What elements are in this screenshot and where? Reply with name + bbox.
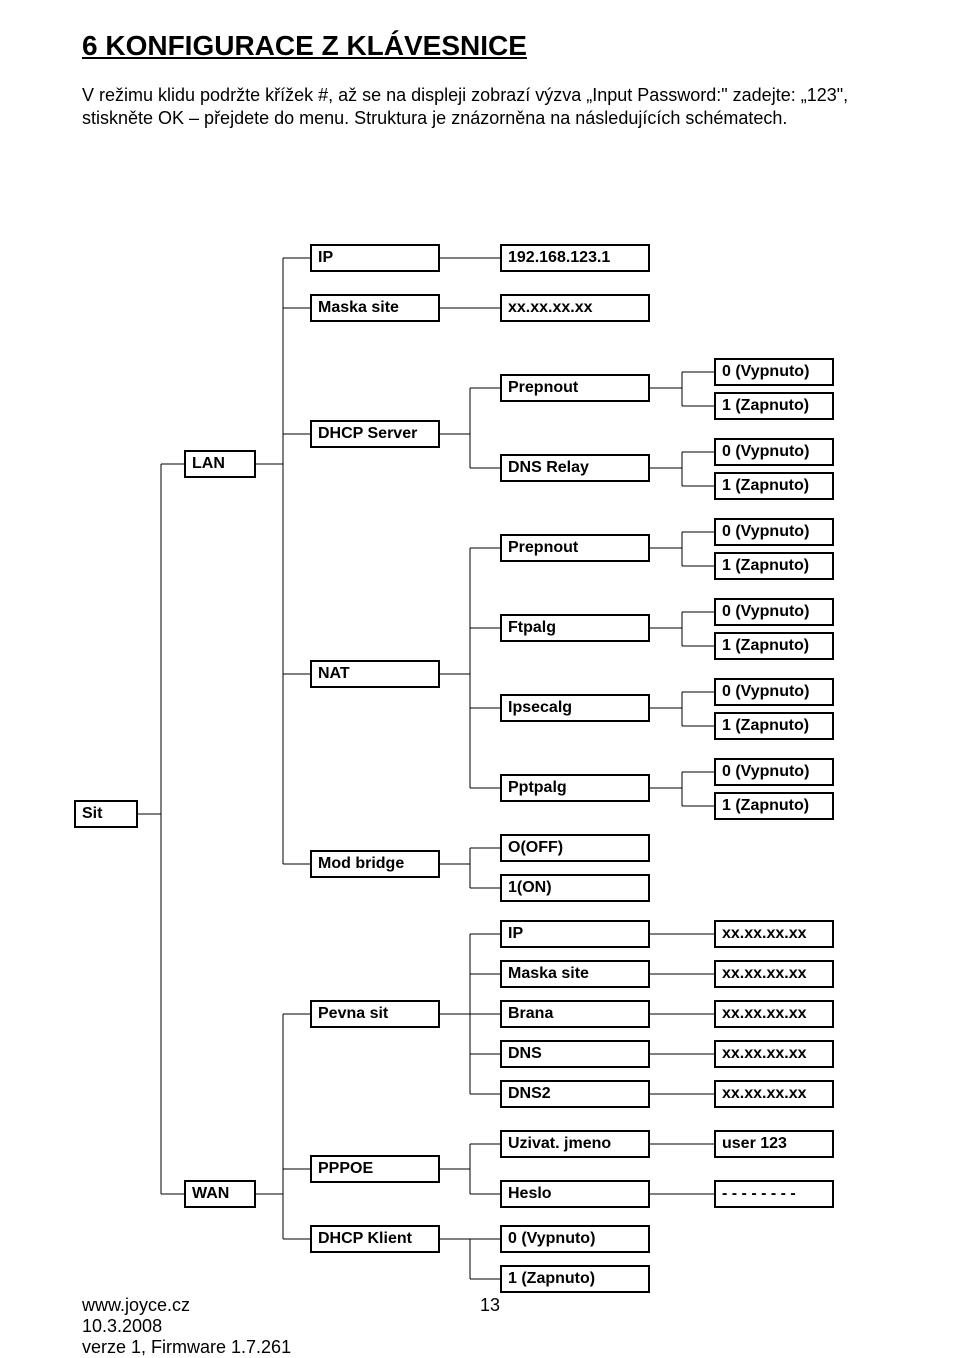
- node-dk_off: 0 (Vypnuto): [500, 1225, 650, 1253]
- node-wm_v: xx.xx.xx.xx: [714, 960, 834, 988]
- node-pp_on: 1 (Zapnuto): [714, 792, 834, 820]
- node-pp_off: 0 (Vypnuto): [714, 758, 834, 786]
- node-heslo: Heslo: [500, 1180, 650, 1208]
- node-ftpalg: Ftpalg: [500, 614, 650, 642]
- node-maska: Maska site: [310, 294, 440, 322]
- node-ipsecalg: Ipsecalg: [500, 694, 650, 722]
- node-prepnout2: Prepnout: [500, 534, 650, 562]
- node-p1_on: 1 (Zapnuto): [714, 392, 834, 420]
- node-w_dns2: DNS2: [500, 1080, 650, 1108]
- node-dhcpserver: DHCP Server: [310, 420, 440, 448]
- footer-url: www.joyce.cz: [82, 1295, 190, 1315]
- node-lan: LAN: [184, 450, 256, 478]
- node-dr_on: 1 (Zapnuto): [714, 472, 834, 500]
- node-ips_on: 1 (Zapnuto): [714, 712, 834, 740]
- node-p1_off: 0 (Vypnuto): [714, 358, 834, 386]
- node-dhcpklient: DHCP Klient: [310, 1225, 440, 1253]
- node-nat: NAT: [310, 660, 440, 688]
- node-modbridge: Mod bridge: [310, 850, 440, 878]
- node-w_maska: Maska site: [500, 960, 650, 988]
- node-ooff: O(OFF): [500, 834, 650, 862]
- node-wan: WAN: [184, 1180, 256, 1208]
- node-ft_off: 0 (Vypnuto): [714, 598, 834, 626]
- page-footer: www.joyce.cz 10.3.2008 verze 1, Firmware…: [82, 1295, 291, 1358]
- node-w_dns: DNS: [500, 1040, 650, 1068]
- node-ft_on: 1 (Zapnuto): [714, 632, 834, 660]
- node-maska_v: xx.xx.xx.xx: [500, 294, 650, 322]
- footer-version: verze 1, Firmware 1.7.261: [82, 1337, 291, 1357]
- footer-date: 10.3.2008: [82, 1316, 162, 1336]
- node-1on: 1(ON): [500, 874, 650, 902]
- node-wip_v: xx.xx.xx.xx: [714, 920, 834, 948]
- node-wb_v: xx.xx.xx.xx: [714, 1000, 834, 1028]
- node-pptpalg: Pptpalg: [500, 774, 650, 802]
- node-p2_off: 0 (Vypnuto): [714, 518, 834, 546]
- node-wd2_v: xx.xx.xx.xx: [714, 1080, 834, 1108]
- node-prepnout1: Prepnout: [500, 374, 650, 402]
- node-dnsrelay: DNS Relay: [500, 454, 650, 482]
- node-wd_v: xx.xx.xx.xx: [714, 1040, 834, 1068]
- node-w_ip: IP: [500, 920, 650, 948]
- node-ip_v: 192.168.123.1: [500, 244, 650, 272]
- node-dk_on: 1 (Zapnuto): [500, 1265, 650, 1293]
- node-w_brana: Brana: [500, 1000, 650, 1028]
- node-pppoe: PPPOE: [310, 1155, 440, 1183]
- node-ips_off: 0 (Vypnuto): [714, 678, 834, 706]
- node-uz_v: user 123: [714, 1130, 834, 1158]
- node-ip: IP: [310, 244, 440, 272]
- node-sit: Sit: [74, 800, 138, 828]
- node-uziv: Uzivat. jmeno: [500, 1130, 650, 1158]
- page-number: 13: [480, 1295, 500, 1316]
- node-he_v: - - - - - - - -: [714, 1180, 834, 1208]
- node-pevnasit: Pevna sit: [310, 1000, 440, 1028]
- node-dr_off: 0 (Vypnuto): [714, 438, 834, 466]
- node-p2_on: 1 (Zapnuto): [714, 552, 834, 580]
